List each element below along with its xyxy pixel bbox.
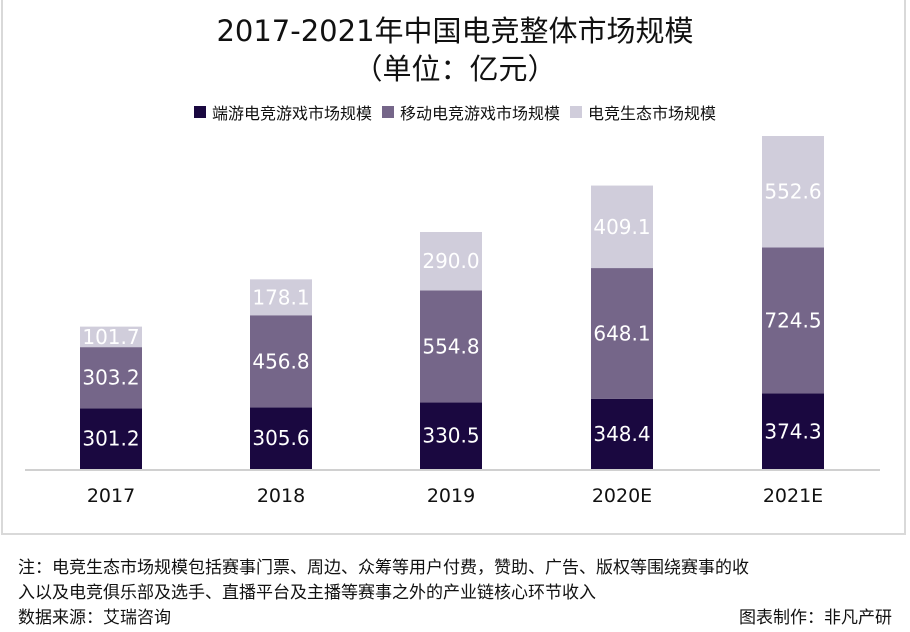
data-label: 178.1 <box>252 285 309 309</box>
data-label: 290.0 <box>422 249 479 273</box>
x-tick-label: 2021E <box>763 485 823 507</box>
bar-segment <box>591 268 653 399</box>
bar-segment <box>420 402 482 469</box>
bar-segment <box>250 407 312 469</box>
bar-segment <box>80 408 142 469</box>
legend-item-ecosystem: 电竞生态市场规模 <box>570 100 716 124</box>
bar-segment <box>420 290 482 403</box>
footnote-line-2: 入以及电竞俱乐部及选手、直播平台及主播等赛事之外的产业链核心环节收入 <box>18 583 596 603</box>
legend-label: 端游电竞游戏市场规模 <box>211 104 372 123</box>
data-label: 303.2 <box>82 366 139 390</box>
chart-title: 2017-2021年中国电竞整体市场规模 <box>216 14 694 48</box>
footnote-line-1: 注：电竞生态市场规模包括赛事门票、周边、众筹等用户付费，赞助、广告、版权等围绕赛… <box>18 558 749 578</box>
bar-segment <box>420 232 482 291</box>
bar-segment <box>80 326 142 348</box>
legend-label: 电竞生态市场规模 <box>588 104 717 123</box>
data-label: 409.1 <box>593 215 650 239</box>
plot-area: 301.2 303.2 101.7 2017 305.6 456.8 178.1 2018 33… <box>25 136 880 507</box>
bar-segment <box>591 398 653 469</box>
legend-item-pc: 端游电竞游戏市场规模 <box>193 100 372 124</box>
data-label: 101.7 <box>82 325 139 349</box>
bar-segment <box>762 247 824 394</box>
legend: 端游电竞游戏市场规模 移动电竞游戏市场规模 电竞生态市场规模 <box>0 100 910 124</box>
legend-swatch <box>381 106 394 118</box>
data-label: 374.3 <box>764 419 821 443</box>
chart-subtitle: （单位：亿元） <box>353 52 557 86</box>
legend-swatch <box>193 106 206 118</box>
x-tick-label: 2017 <box>87 485 135 507</box>
data-label: 305.6 <box>252 426 309 450</box>
credit-text: 图表制作：非凡产研 <box>739 608 892 628</box>
x-tick-label: 2019 <box>427 485 475 507</box>
bar-segment <box>591 185 653 269</box>
data-label: 648.1 <box>593 321 650 345</box>
source-text: 数据来源：艾瑞咨询 <box>18 608 171 628</box>
data-label: 552.6 <box>764 180 821 204</box>
data-label: 724.5 <box>764 308 821 332</box>
bar-segment <box>762 393 824 469</box>
bar-segment <box>250 279 312 316</box>
data-label: 301.2 <box>82 427 139 451</box>
chart-frame <box>1 0 906 535</box>
bar-segment <box>250 315 312 408</box>
legend-swatch <box>570 106 582 118</box>
bar-segment <box>762 136 824 248</box>
legend-label: 移动电竞游戏市场规模 <box>399 104 560 123</box>
data-label: 554.8 <box>422 334 479 358</box>
legend-item-mobile: 移动电竞游戏市场规模 <box>381 100 560 124</box>
bar-segment <box>80 347 142 409</box>
data-label: 330.5 <box>422 424 479 448</box>
data-label: 456.8 <box>252 349 309 373</box>
data-label: 348.4 <box>593 422 650 446</box>
x-tick-label: 2020E <box>592 485 652 507</box>
x-tick-label: 2018 <box>257 485 305 507</box>
